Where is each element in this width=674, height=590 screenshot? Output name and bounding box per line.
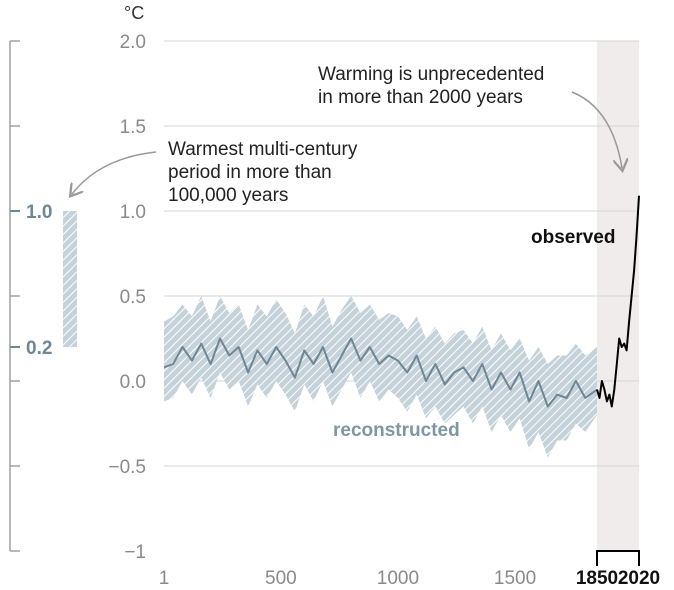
x-tick-label: 1	[159, 568, 170, 589]
x-axis-ticks: 1 500 1000 1500 1850 2020	[159, 568, 660, 589]
warmest-period-bar	[63, 211, 77, 347]
y-tick-label: 0.0	[120, 372, 146, 393]
x-tick-label: 1000	[377, 568, 419, 589]
annotation-warmest-line1: Warmest multi-century	[168, 139, 358, 160]
annotation-warmest-line3: 100,000 years	[168, 185, 288, 206]
left-panel-tick-label: 1.0	[26, 202, 52, 223]
x-tick-label: 500	[265, 568, 297, 589]
y-tick-label: 0.5	[120, 287, 146, 308]
annotation-warmest-arrow	[72, 151, 157, 194]
industrial-era-bracket	[596, 550, 640, 566]
observed-label: observed	[531, 227, 615, 248]
y-tick-label: 1.5	[120, 117, 146, 138]
annotation-warming-line1: Warming is unprecedented	[318, 64, 544, 85]
y-tick-label: 2.0	[120, 32, 146, 53]
gridlines	[164, 40, 639, 467]
reconstructed-label: reconstructed	[333, 420, 460, 441]
annotation-warmest-line2: period in more than	[168, 162, 332, 183]
y-unit-label: °C	[124, 3, 144, 23]
y-tick-label: 1.0	[120, 202, 146, 223]
x-tick-label-bold: 1850	[576, 568, 618, 589]
x-tick-label-bold: 2020	[618, 568, 660, 589]
uncertainty-bands	[164, 296, 597, 458]
y-tick-label: −0.5	[108, 457, 146, 478]
left-panel: 1.0 0.2	[9, 40, 77, 552]
observed-line	[596, 195, 640, 408]
series-lines	[163, 195, 640, 408]
reconstructed-line	[163, 337, 598, 408]
reconstructed-uncertainty-band	[164, 296, 597, 458]
annotation-warming-line2: in more than 2000 years	[318, 87, 523, 108]
left-panel-tick-label: 0.2	[26, 338, 52, 359]
y-axis-ticks: 2.0 1.5 1.0 0.5 0.0 −0.5 −1	[108, 32, 146, 563]
x-tick-label: 1500	[494, 568, 536, 589]
y-tick-label: −1	[124, 542, 146, 563]
annotation-warming-arrow	[571, 91, 622, 168]
